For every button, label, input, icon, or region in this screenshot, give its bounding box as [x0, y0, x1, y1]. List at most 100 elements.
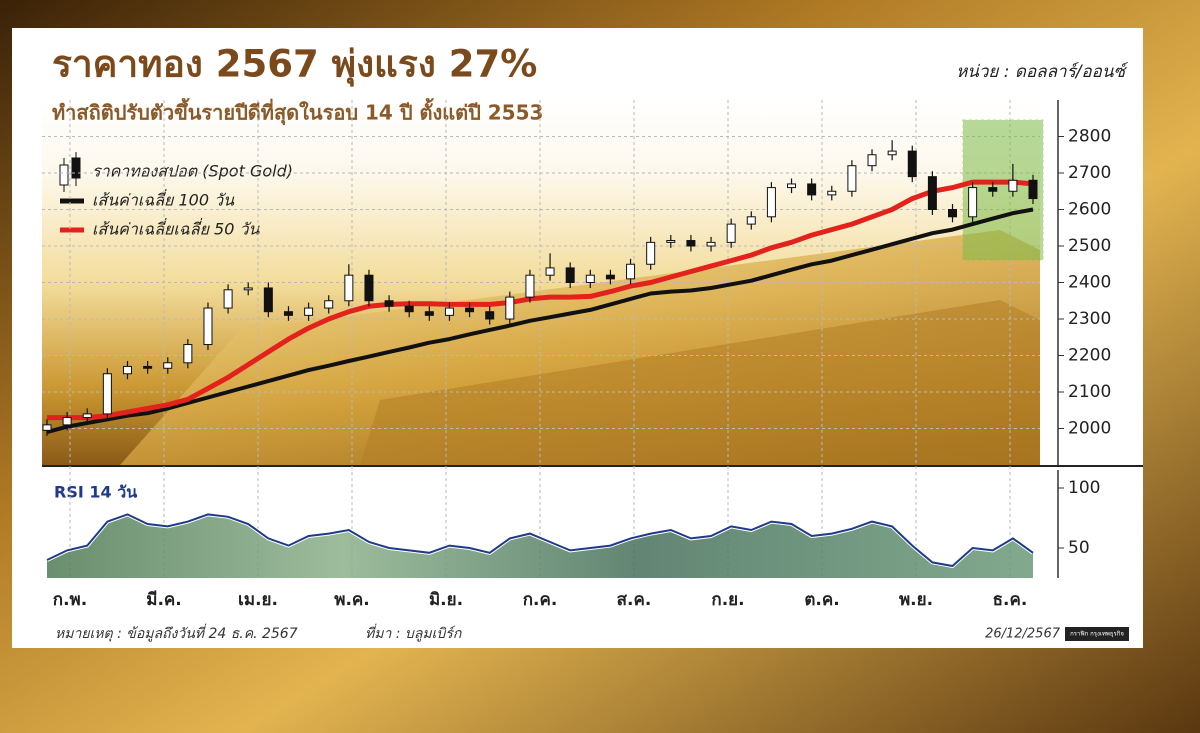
candle	[1028, 174, 1038, 205]
candle	[545, 253, 555, 281]
candle-body	[465, 307, 475, 313]
candle	[565, 262, 575, 288]
legend-candle	[59, 164, 69, 186]
chart-title: ราคาทอง 2567 พุ่งแรง 27%	[52, 43, 537, 88]
legend: ราคาทองสปอต (Spot Gold) เส้นค่าเฉลี่ย 10…	[59, 152, 293, 239]
candle-body	[122, 365, 132, 375]
x-tick-label: มี.ค.	[146, 589, 182, 610]
candle-body	[263, 287, 273, 313]
candle-body	[706, 241, 716, 247]
x-tick-label: ส.ค.	[617, 590, 652, 610]
candle	[404, 300, 414, 318]
candle	[787, 178, 797, 194]
candle-body	[62, 417, 72, 426]
candle	[243, 282, 253, 296]
rsi-area	[47, 514, 1033, 578]
candle	[666, 235, 676, 248]
candle-body	[827, 190, 837, 196]
candle-body	[485, 311, 495, 320]
candle	[726, 218, 736, 248]
candle-body	[787, 183, 797, 189]
candle	[887, 140, 897, 161]
x-tick-label: ก.พ.	[53, 590, 87, 610]
candle	[807, 178, 817, 201]
candle-body	[646, 241, 656, 265]
candle	[907, 145, 917, 183]
y-tick-label: 2100	[1068, 382, 1111, 402]
unit-label: หน่วย : ดอลลาร์/ออนซ์	[956, 62, 1129, 82]
candle	[304, 302, 314, 321]
candle-body	[626, 263, 636, 280]
credit-box	[1065, 627, 1129, 641]
candle-body	[424, 311, 434, 316]
candle-body	[968, 187, 978, 218]
y-tick-label: 2000	[1068, 419, 1111, 439]
candle-body	[847, 165, 857, 192]
candle	[42, 419, 52, 436]
candle-body	[82, 413, 92, 419]
moving-average-line	[47, 179, 1034, 421]
rsi-title: RSI 14 วัน	[54, 483, 137, 502]
x-tick-label: ก.ย.	[711, 590, 744, 610]
candle	[203, 302, 213, 351]
candle-body	[1008, 179, 1018, 192]
candle	[626, 258, 636, 285]
candle-body	[143, 365, 153, 369]
candle	[283, 306, 293, 321]
candle	[223, 284, 233, 314]
candle	[324, 295, 334, 314]
candle-body	[907, 150, 917, 178]
candle	[505, 291, 515, 325]
candle	[465, 302, 475, 318]
footer-note: หมายเหตุ : ข้อมูลถึงวันที่ 24 ธ.ค. 2567	[55, 623, 298, 642]
candle-body	[163, 362, 173, 369]
candle	[605, 269, 615, 285]
candle	[847, 160, 857, 197]
candle	[1008, 163, 1018, 197]
x-tick-label: มิ.ย.	[429, 590, 463, 610]
candle-body	[887, 150, 897, 156]
candle-body	[444, 307, 454, 316]
candle	[646, 236, 656, 270]
candle-body	[243, 287, 253, 291]
candle	[143, 360, 153, 374]
candle	[444, 302, 454, 321]
candle	[424, 306, 434, 321]
footer-date: 26/12/2567	[985, 627, 1061, 642]
candle-body	[102, 373, 112, 415]
candle-body	[1028, 179, 1038, 200]
candle	[525, 269, 535, 303]
y-tick-label: 2600	[1068, 200, 1111, 220]
candle	[746, 211, 756, 230]
candle-body	[545, 267, 555, 276]
candle-body	[203, 307, 213, 346]
candle-body	[666, 240, 676, 243]
candle	[766, 182, 776, 223]
x-tick-label: เม.ย.	[238, 590, 278, 610]
candle-body	[605, 274, 615, 280]
candle-body	[384, 300, 394, 307]
footer-credit: กราฟิก กรุงเทพธุรกิจ	[1070, 631, 1124, 638]
rsi-line	[46, 513, 1034, 568]
candle-body	[766, 187, 776, 218]
moving-average-line	[46, 207, 1034, 435]
candle-body	[344, 274, 354, 302]
y-tick-label: 2200	[1068, 346, 1111, 366]
candle	[263, 282, 273, 318]
y-tick-label: 2500	[1068, 236, 1111, 256]
candle	[827, 185, 837, 201]
candle-body	[42, 424, 52, 431]
candle-body	[223, 289, 233, 309]
candle	[686, 235, 696, 252]
candle-body	[324, 300, 334, 309]
y-tick-label: 50	[1068, 538, 1090, 558]
x-tick-label: พ.ค.	[334, 590, 370, 610]
chart-subtitle: ทำสถิติปรับตัวขึ้นรายปีดีที่สุดในรอบ 14 …	[52, 98, 543, 126]
candle	[968, 182, 978, 223]
candle-body	[505, 296, 515, 320]
candle-body	[585, 274, 595, 284]
x-tick-label: ก.ค.	[523, 590, 558, 610]
legend-label: ราคาทองสปอต (Spot Gold)	[92, 162, 293, 181]
candle-body	[525, 274, 535, 298]
candle	[122, 360, 132, 380]
